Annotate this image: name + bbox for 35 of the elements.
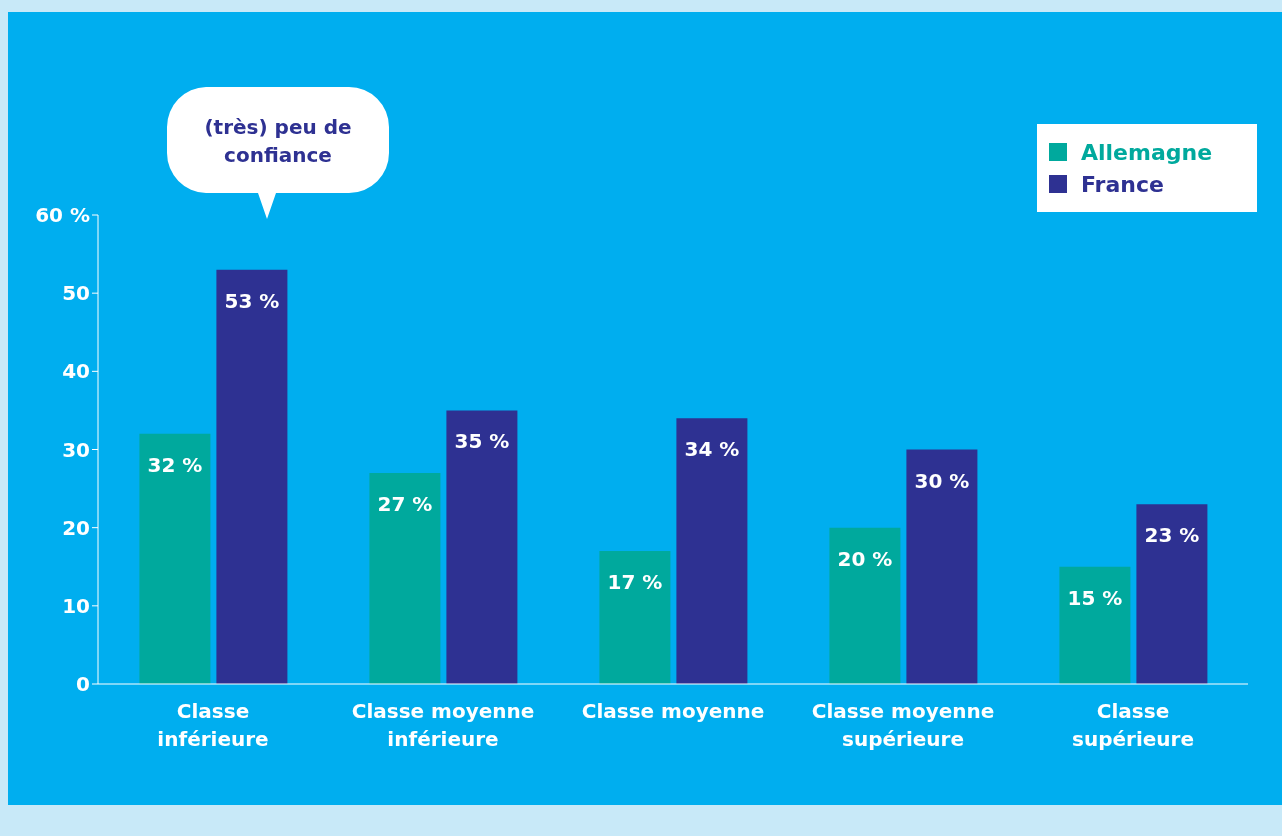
data-label: 23 % xyxy=(1144,523,1200,548)
data-label: 35 % xyxy=(454,429,510,454)
x-tick-label: Classe supérieure xyxy=(1072,699,1194,751)
data-label: 30 % xyxy=(914,468,970,493)
bar xyxy=(1136,504,1208,684)
data-label: 20 % xyxy=(837,546,893,571)
data-label: 32 % xyxy=(147,452,203,477)
bar xyxy=(1059,566,1131,684)
y-tick-label: 40 xyxy=(62,359,90,384)
data-label: 17 % xyxy=(607,570,663,595)
speech-bubble: (très) peu de confiance xyxy=(166,86,390,220)
y-tick-label: 0 xyxy=(76,672,90,697)
data-label: 27 % xyxy=(377,491,433,516)
x-tick-label: Classe inférieure xyxy=(157,699,269,751)
bar xyxy=(676,418,748,684)
y-tick-label: 50 xyxy=(62,281,90,306)
bar xyxy=(906,449,978,684)
bar xyxy=(446,410,518,684)
y-tick-label: 20 xyxy=(62,515,90,540)
x-tick-label: Classe moyenne supérieure xyxy=(811,699,995,751)
legend-label: France xyxy=(1081,171,1164,197)
data-label: 53 % xyxy=(224,288,280,313)
bar xyxy=(369,472,441,684)
y-tick-label: 10 xyxy=(62,593,90,618)
x-tick-label: Classe moyenne inférieure xyxy=(351,699,535,751)
y-tick-label: 60 % xyxy=(35,203,90,228)
y-tick-label: 30 xyxy=(62,437,90,462)
bar xyxy=(216,269,288,684)
x-tick-label: Classe moyenne xyxy=(581,699,765,723)
bar xyxy=(829,527,901,684)
bar xyxy=(599,551,671,684)
data-label: 15 % xyxy=(1067,585,1123,610)
data-label: 34 % xyxy=(684,437,740,462)
legend-label: Allemagne xyxy=(1081,139,1213,165)
bar xyxy=(139,433,211,684)
